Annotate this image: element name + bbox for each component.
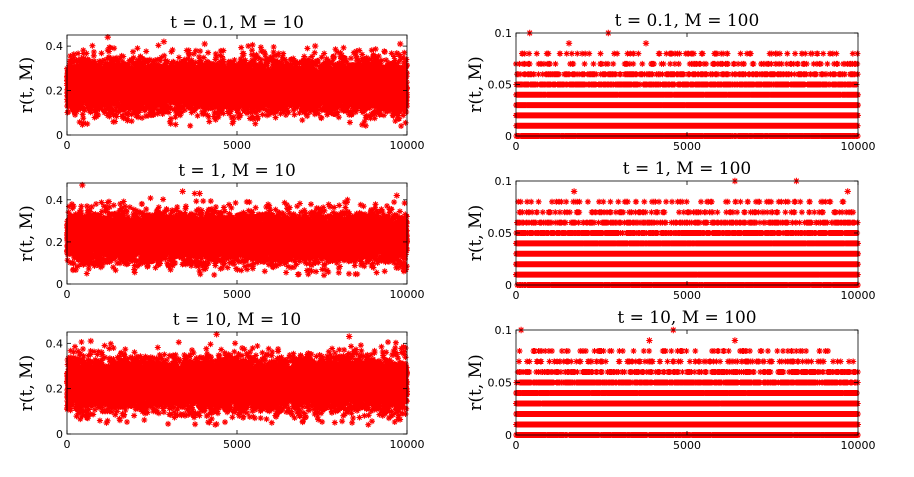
scatter-series [513,51,861,139]
panel-1: 0 5000 10000 0 0.2 0.4 t = 0.1, M = 10 r(t, M) [17,13,425,152]
outlier-point-2 [397,41,403,47]
scatter-points [513,178,861,288]
outlier-point-4 [732,337,738,343]
x-tick-label: 10000 [841,289,876,302]
x-tick-label: 5000 [673,289,701,302]
scatter-points [64,331,410,428]
scatter-series [513,199,861,288]
scatter-points [513,30,861,139]
y-axis-label: r(t, M) [466,205,486,261]
y-tick-label: 0.05 [488,79,513,92]
y-axis-label: r(t, M) [466,354,486,410]
y-tick-label: 0 [56,278,63,291]
y-axis-label: r(t, M) [466,56,486,112]
y-axis-label: r(t, M) [17,205,37,261]
scatter-series [64,42,410,129]
y-tick-label: 0 [505,429,512,442]
panel-title: t = 0.1, M = 100 [615,11,760,31]
scatter-points [513,327,861,438]
y-tick-label: 0.05 [488,227,513,240]
outlier-point-3 [646,337,652,343]
panel-title: t = 1, M = 10 [178,161,296,181]
y-tick-label: 0.1 [495,175,513,188]
outlier-point-3 [161,39,167,45]
y-axis-label: r(t, M) [17,57,37,113]
x-tick-label: 10000 [841,439,876,452]
y-tick-label: 0.05 [488,377,513,390]
x-tick-label: 0 [513,439,520,452]
y-tick-label: 0 [56,428,63,441]
scatter-points [64,34,410,129]
y-tick-label: 0.4 [46,337,64,350]
panel-title: t = 10, M = 10 [173,310,301,330]
y-tick-label: 0.1 [495,324,513,337]
panel-title: t = 1, M = 100 [623,159,751,179]
x-tick-label: 0 [64,139,71,152]
scatter-series [513,348,861,438]
x-tick-label: 5000 [223,288,251,301]
x-tick-label: 5000 [223,438,251,451]
x-tick-label: 10000 [841,140,876,153]
panel-title: t = 10, M = 100 [617,308,756,328]
panel-5: 0 5000 10000 0 0.2 0.4 t = 10, M = 10 r(t, M) [17,310,425,451]
panel-3: 0 5000 10000 0 0.2 0.4 t = 1, M = 10 r(t, M) [17,161,425,301]
outlier-point-3 [196,190,202,196]
y-tick-label: 0.2 [46,85,64,98]
scatter-series [64,191,410,279]
x-tick-label: 0 [513,140,520,153]
panel-4: 0 5000 10000 0 0.05 0.1 t = 1, M = 100 r(t, M) [466,159,876,302]
outlier-point-4 [643,40,649,46]
panel-6: 0 5000 10000 0 0.05 0.1 t = 10, M = 100 r(t, M) [466,308,876,452]
outlier-point-4 [571,188,577,194]
outlier-point-5 [312,43,318,49]
panel-2: 0 5000 10000 0 0.05 0.1 t = 0.1, M = 100 r(t, M… [466,11,876,153]
y-tick-label: 0.2 [46,383,64,396]
x-tick-label: 10000 [390,438,425,451]
x-tick-label: 5000 [223,139,251,152]
scatter-series [64,339,410,428]
outlier-point-3 [845,188,851,194]
x-tick-label: 10000 [390,139,425,152]
outlier-point-2 [179,188,185,194]
outlier-point-3 [88,338,94,344]
x-tick-label: 5000 [673,140,701,153]
x-tick-label: 5000 [673,439,701,452]
x-tick-label: 0 [64,288,71,301]
outlier-point-2 [346,333,352,339]
y-tick-label: 0 [505,279,512,292]
y-tick-label: 0 [56,129,63,142]
y-tick-label: 0.1 [495,27,513,40]
y-axis-label: r(t, M) [17,355,37,411]
outlier-point-3 [566,40,572,46]
outlier-point-4 [202,41,208,47]
panel-title: t = 0.1, M = 10 [170,13,304,33]
y-tick-label: 0.4 [46,194,64,207]
scatter-points [64,182,410,278]
x-tick-label: 0 [64,438,71,451]
y-tick-label: 0.2 [46,236,64,249]
outlier-point-4 [394,192,400,198]
y-tick-label: 0.4 [46,40,64,53]
x-tick-label: 10000 [390,288,425,301]
x-tick-label: 0 [513,289,520,302]
y-tick-label: 0 [505,130,512,143]
